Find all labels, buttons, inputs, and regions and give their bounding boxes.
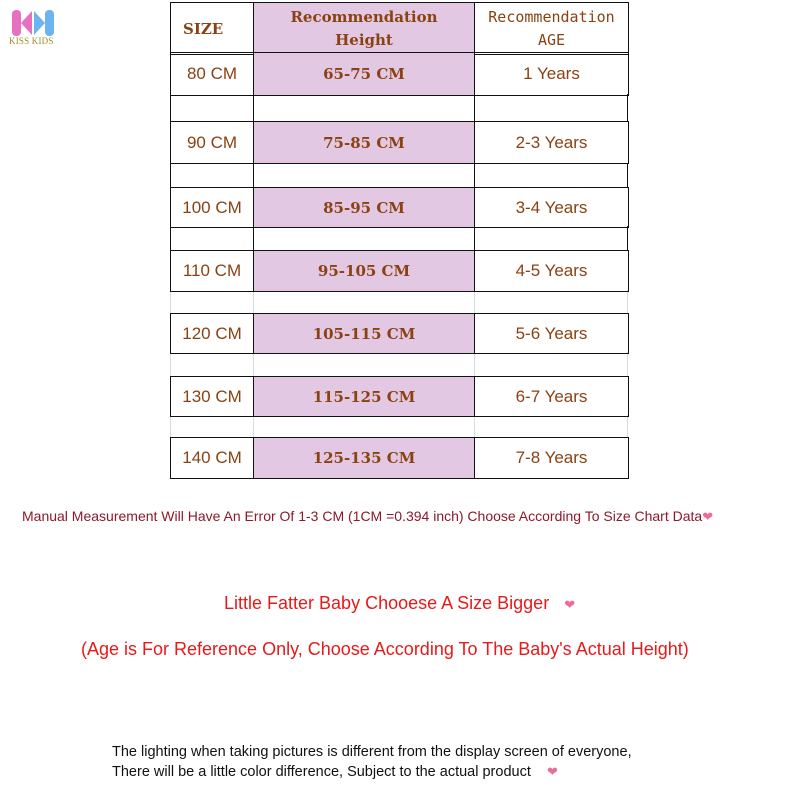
table-row: 80 CM 65-75 CM 1 Years bbox=[170, 52, 629, 96]
heart-icon: ❤ bbox=[702, 509, 714, 524]
heart-icon: ❤ bbox=[564, 597, 576, 612]
empty-cell bbox=[171, 352, 254, 376]
empty-cell bbox=[475, 352, 628, 376]
size-cell: 110 CM bbox=[171, 251, 254, 291]
measurement-text: Manual Measurement Will Have An Error Of… bbox=[22, 508, 703, 524]
empty-cell bbox=[171, 290, 254, 313]
height-cell: 115-125 CM bbox=[254, 377, 475, 416]
measurement-note: Manual Measurement Will Have An Error Of… bbox=[22, 508, 713, 525]
empty-cell bbox=[475, 415, 628, 437]
heart-icon: ❤ bbox=[546, 764, 558, 779]
height-cell: 75-85 CM bbox=[254, 122, 475, 163]
table-row: 120 CM 105-115 CM 5-6 Years bbox=[170, 313, 629, 354]
empty-cell bbox=[171, 226, 254, 250]
lighting-note-line2: There will be a little color difference,… bbox=[112, 764, 558, 780]
spacer-row bbox=[170, 94, 628, 121]
size-cell: 130 CM bbox=[171, 377, 254, 416]
empty-cell bbox=[171, 163, 254, 187]
height-cell: 65-75 CM bbox=[254, 53, 475, 95]
height-cell: 105-115 CM bbox=[254, 314, 475, 353]
height-cell: 125-135 CM bbox=[254, 438, 475, 478]
size-cell: 90 CM bbox=[171, 122, 254, 163]
empty-cell bbox=[254, 352, 475, 376]
empty-cell bbox=[254, 290, 475, 313]
logo-text: KISS KIDS bbox=[9, 36, 54, 46]
height-header: Recommendation Height bbox=[254, 3, 475, 54]
spacer-row bbox=[170, 415, 628, 437]
empty-cell bbox=[475, 290, 628, 313]
size-cell: 120 CM bbox=[171, 314, 254, 353]
spacer-row bbox=[170, 226, 628, 250]
age-cell: 6-7 Years bbox=[515, 386, 588, 406]
spacer-row bbox=[170, 163, 628, 187]
spacer-row bbox=[170, 352, 628, 376]
age-cell: 4-5 Years bbox=[515, 261, 588, 280]
lighting-text: There will be a little color difference,… bbox=[112, 764, 531, 780]
fatter-text: Little Fatter Baby Chooese A Size Bigger bbox=[224, 593, 550, 613]
size-cell: 80 CM bbox=[171, 53, 254, 95]
lighting-note-line1: The lighting when taking pictures is dif… bbox=[112, 744, 632, 760]
kiss-kids-logo bbox=[12, 10, 54, 36]
fatter-note: Little Fatter Baby Chooese A Size Bigger… bbox=[224, 593, 575, 614]
table-row: 110 CM 95-105 CM 4-5 Years bbox=[170, 250, 629, 292]
table-row: 90 CM 75-85 CM 2-3 Years bbox=[170, 121, 629, 164]
table-header: SIZE Recommendation Height Recommendation … bbox=[170, 2, 629, 55]
height-cell: 95-105 CM bbox=[254, 251, 475, 291]
empty-cell bbox=[254, 415, 475, 437]
size-header: SIZE bbox=[171, 3, 254, 54]
empty-cell bbox=[254, 94, 475, 121]
empty-cell bbox=[254, 163, 475, 187]
height-cell: 85-95 CM bbox=[254, 188, 475, 227]
table-row: 130 CM 115-125 CM 6-7 Years bbox=[170, 376, 629, 417]
empty-cell bbox=[475, 226, 628, 250]
age-reference-note: (Age is For Reference Only, Choose Accor… bbox=[81, 639, 689, 659]
age-cell: 5-6 Years bbox=[515, 323, 588, 343]
empty-cell bbox=[475, 94, 628, 121]
age-cell: 2-3 Years bbox=[515, 132, 588, 152]
size-cell: 100 CM bbox=[171, 188, 254, 227]
age-cell: 1 Years bbox=[523, 64, 580, 83]
spacer-row bbox=[170, 290, 628, 313]
empty-cell bbox=[171, 94, 254, 121]
empty-cell bbox=[171, 415, 254, 437]
table-row: 100 CM 85-95 CM 3-4 Years bbox=[170, 187, 629, 228]
age-cell: 3-4 Years bbox=[515, 197, 588, 217]
age-cell: 7-8 Years bbox=[515, 448, 588, 467]
empty-cell bbox=[254, 226, 475, 250]
size-cell: 140 CM bbox=[171, 438, 254, 478]
table-row: 140 CM 125-135 CM 7-8 Years bbox=[170, 437, 629, 479]
age-header: Recommendation AGE bbox=[488, 7, 615, 49]
empty-cell bbox=[475, 163, 628, 187]
